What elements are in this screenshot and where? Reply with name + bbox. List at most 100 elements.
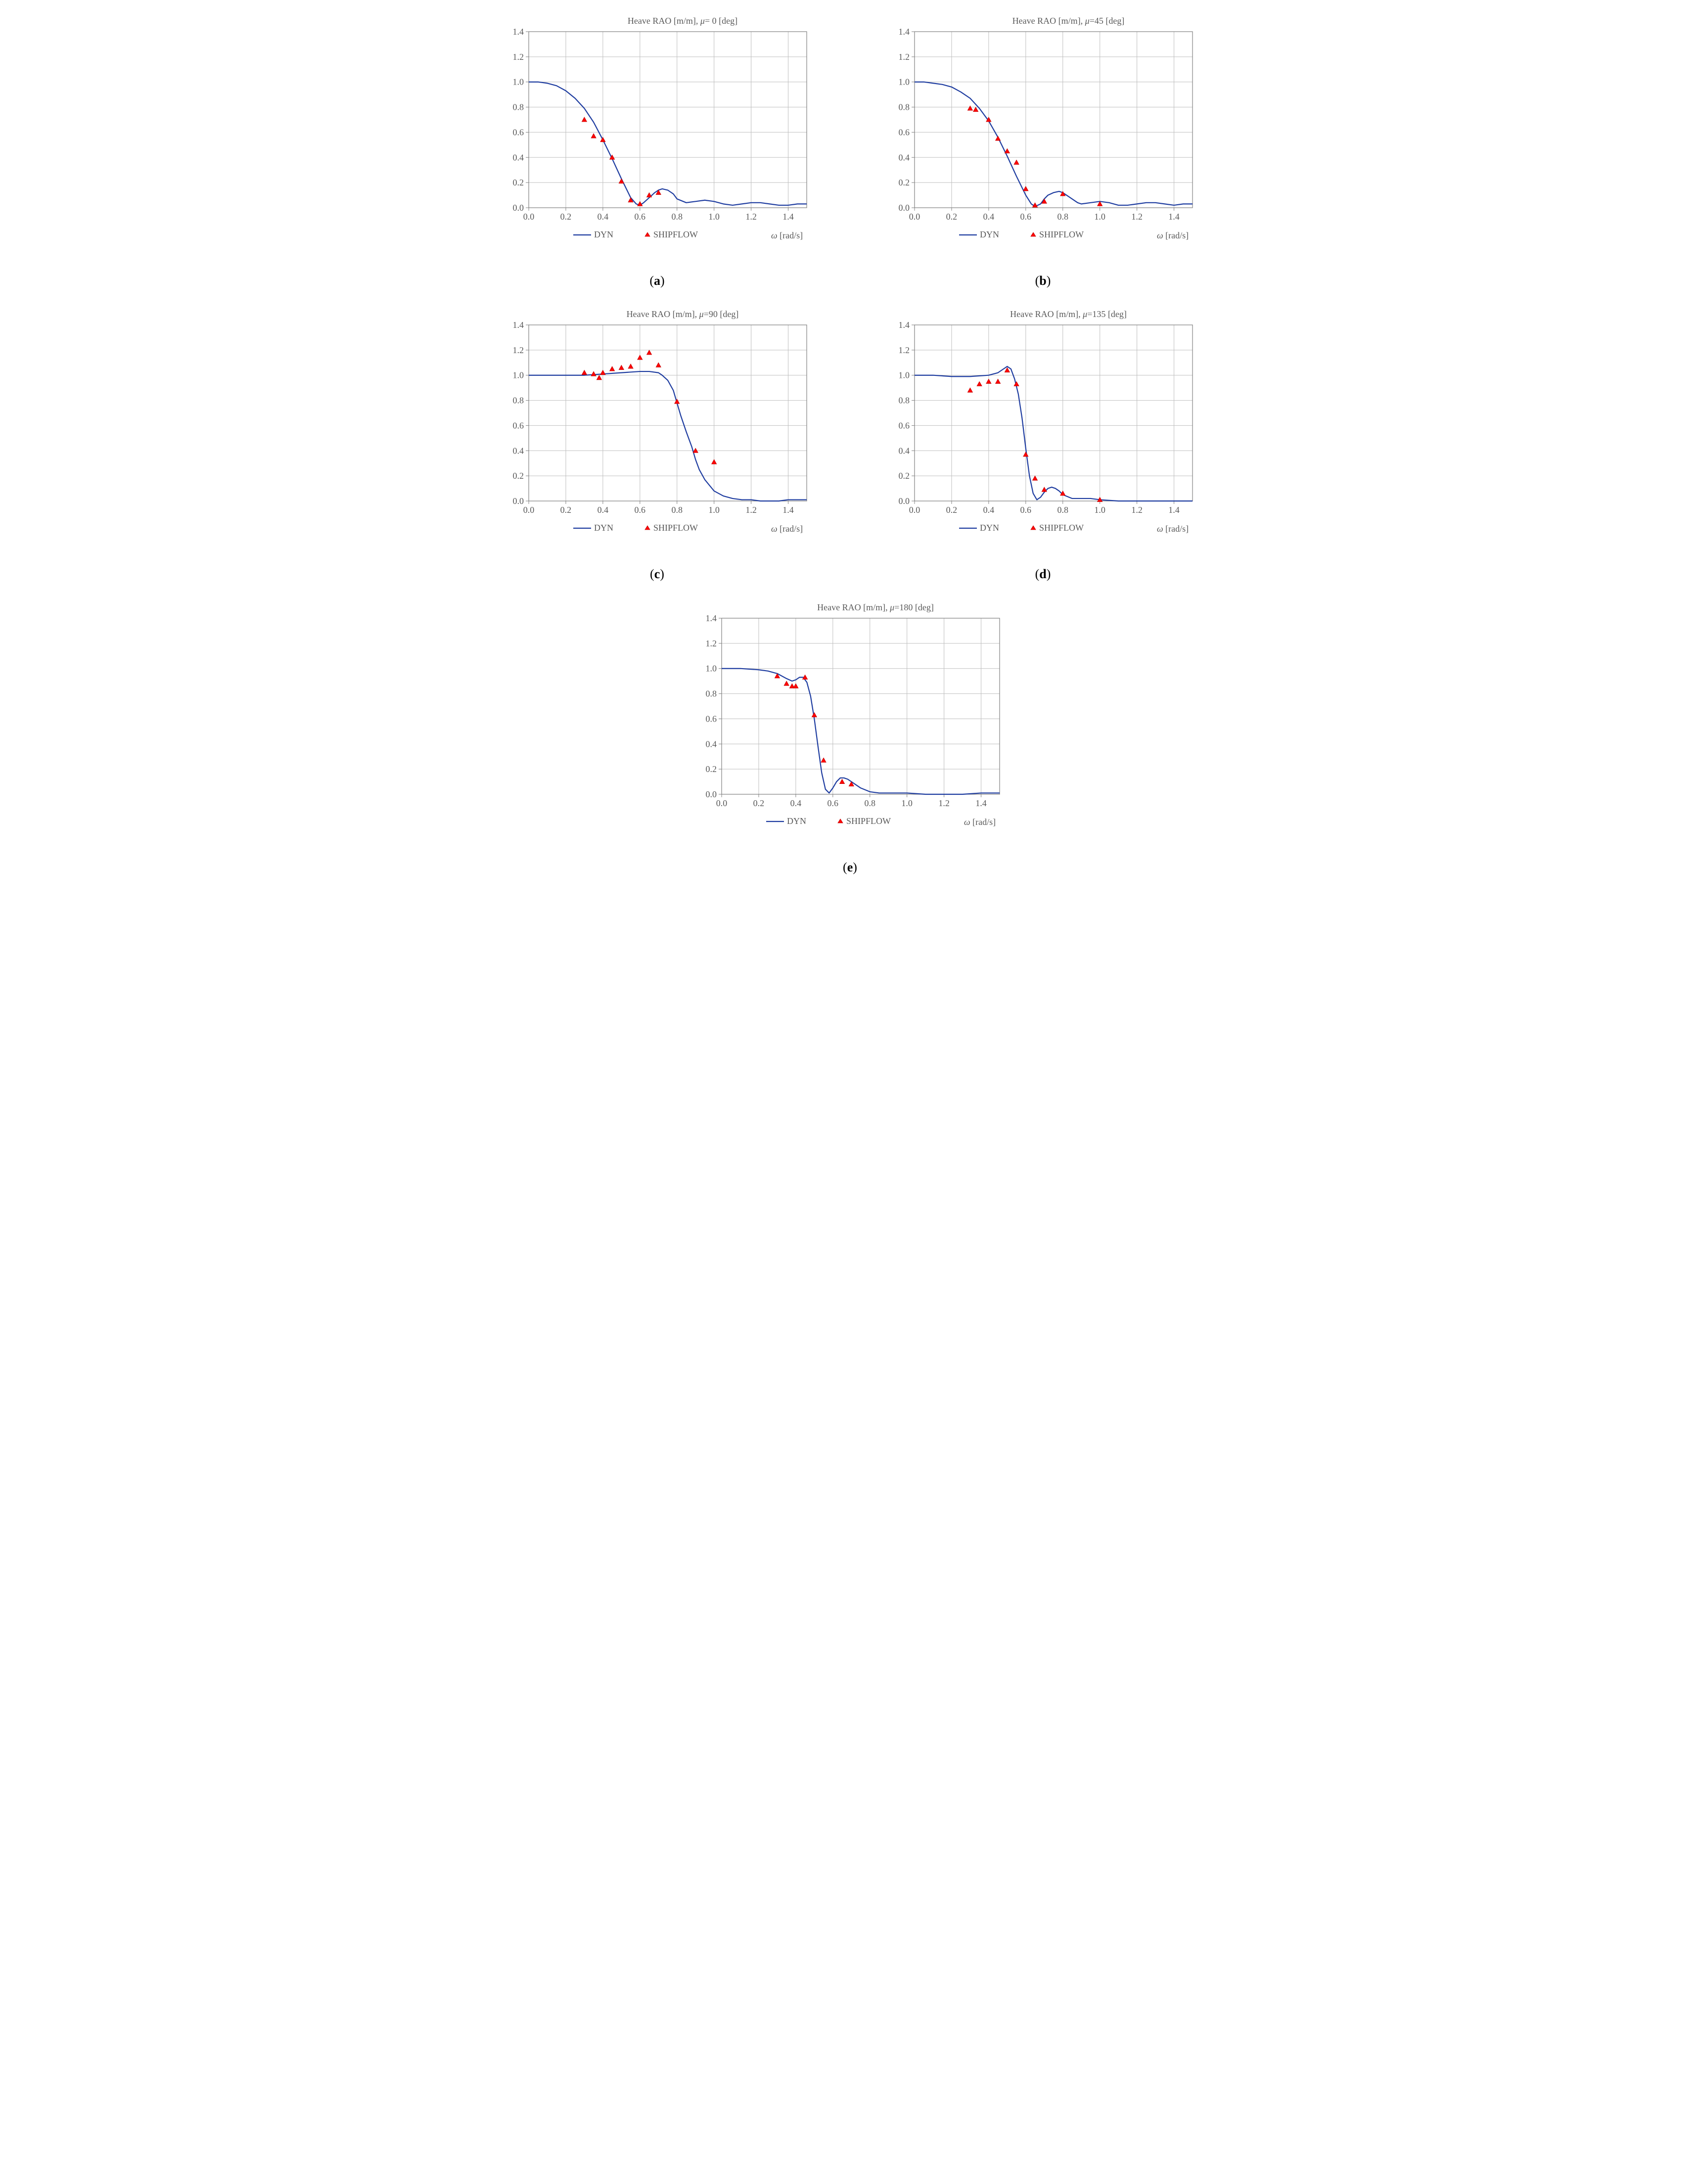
ytick-label: 0.2 [512,471,524,481]
xtick-label: 0.0 [716,798,727,808]
xtick-label: 0.0 [909,212,920,222]
xtick-label: 0.8 [671,505,683,515]
ytick-label: 0.2 [512,178,524,187]
ytick-label: 0.8 [705,689,717,699]
xtick-label: 0.0 [909,505,920,515]
xtick-label: 0.6 [634,212,645,222]
chart-title: Heave RAO [m/m], μ=180 [deg] [817,602,934,612]
legend-dyn-label: DYN [980,229,999,239]
chart-title: Heave RAO [m/m], μ= 0 [deg] [627,16,737,26]
plot-bg [499,15,816,257]
legend-shipflow-label: SHIPFLOW [846,816,891,826]
xtick-label: 0.6 [1020,212,1031,222]
ytick-label: 0.8 [512,102,524,112]
xtick-label: 1.0 [708,212,720,222]
ytick-label: 1.0 [898,370,910,380]
ytick-label: 0.2 [898,178,910,187]
plot-bg [692,601,1009,844]
xtick-label: 1.0 [901,798,913,808]
xtick-label: 1.4 [782,505,794,515]
ytick-label: 0.8 [512,396,524,406]
xtick-label: 0.0 [523,505,534,515]
ytick-label: 0.6 [705,714,717,724]
ytick-label: 1.0 [705,664,717,674]
xtick-label: 0.0 [523,212,534,222]
panel-letter: d [1039,567,1046,581]
xtick-label: 0.2 [560,505,571,515]
xtick-label: 1.0 [708,505,720,515]
xtick-label: 0.4 [983,505,994,515]
xtick-label: 0.4 [597,505,608,515]
xtick-label: 1.4 [975,798,987,808]
legend-dyn-label: DYN [980,523,999,533]
xtick-label: 1.2 [938,798,950,808]
xtick-label: 0.2 [946,505,957,515]
xtick-label: 1.0 [1094,212,1105,222]
xtick-label: 1.2 [745,212,757,222]
panel-a: Heave RAO [m/m], μ= 0 [deg] 0.0 0.2 0.4 0.6 0… [479,15,835,288]
legend-shipflow-label: SHIPFLOW [1039,229,1084,239]
xlabel: ω [rad/s] [1156,230,1188,240]
ytick-label: 1.2 [898,345,910,355]
xtick-label: 0.8 [671,212,683,222]
chart-c: Heave RAO [m/m], μ=90 [deg] 0.0 0.2 0.4 0.6 0… [499,308,816,550]
xlabel: ω [rad/s] [771,230,802,240]
ytick-label: 1.4 [512,27,524,37]
ytick-label: 1.2 [898,52,910,62]
ytick-label: 0.2 [705,764,717,774]
panel-letter: a [654,273,660,288]
ytick-label: 0.0 [898,496,910,506]
xtick-label: 0.6 [1020,505,1031,515]
chart-title: Heave RAO [m/m], μ=90 [deg] [626,309,738,319]
panel-d: Heave RAO [m/m], μ=135 [deg] 0.0 0.2 0.4 0.6… [865,308,1221,582]
ytick-label: 0.0 [512,496,524,506]
xtick-label: 0.6 [827,798,838,808]
ytick-label: 1.0 [512,370,524,380]
panel-caption-e: (e) [843,860,857,875]
ytick-label: 0.0 [898,203,910,213]
legend-shipflow-label: SHIPFLOW [653,229,698,239]
ytick-label: 1.4 [705,613,717,623]
xtick-label: 0.4 [597,212,608,222]
xtick-label: 0.8 [864,798,875,808]
xtick-label: 1.2 [1131,505,1143,515]
chart-title: Heave RAO [m/m], μ=135 [deg] [1010,309,1127,319]
xtick-label: 0.2 [753,798,764,808]
ytick-label: 0.6 [512,420,524,430]
xtick-label: 0.2 [946,212,957,222]
chart-d: Heave RAO [m/m], μ=135 [deg] 0.0 0.2 0.4 0.6… [885,308,1201,550]
xtick-label: 0.4 [983,212,994,222]
panel-caption-d: (d) [1035,567,1051,582]
plot-bg [885,15,1201,257]
legend-dyn-label: DYN [594,523,613,533]
ytick-label: 0.0 [705,789,717,799]
xtick-label: 0.6 [634,505,645,515]
panel-caption-b: (b) [1035,273,1051,288]
ytick-label: 1.4 [512,320,524,330]
ytick-label: 0.8 [898,102,910,112]
ytick-label: 0.4 [898,446,910,455]
xlabel: ω [rad/s] [964,817,995,827]
xtick-label: 1.4 [1168,212,1180,222]
xlabel: ω [rad/s] [1156,524,1188,534]
panel-letter: e [847,860,853,874]
ytick-label: 0.2 [898,471,910,481]
xtick-label: 0.4 [790,798,801,808]
xlabel: ω [rad/s] [771,524,802,534]
plot-bg [885,308,1201,550]
ytick-label: 1.4 [898,27,910,37]
legend-shipflow-label: SHIPFLOW [653,523,698,533]
ytick-label: 0.8 [898,396,910,406]
panel-c: Heave RAO [m/m], μ=90 [deg] 0.0 0.2 0.4 0.6 0… [479,308,835,582]
panel-b: Heave RAO [m/m], μ=45 [deg]0.00.20.40.60… [865,15,1221,288]
ytick-label: 1.2 [705,638,717,648]
ytick-label: 0.6 [898,420,910,430]
ytick-label: 0.6 [512,127,524,137]
ytick-label: 1.2 [512,345,524,355]
chart-b: Heave RAO [m/m], μ=45 [deg]0.00.20.40.60… [885,15,1201,257]
xtick-label: 1.2 [1131,212,1143,222]
panel-letter: b [1039,273,1046,288]
xtick-label: 1.0 [1094,505,1105,515]
legend-dyn-label: DYN [787,816,806,826]
ytick-label: 0.0 [512,203,524,213]
